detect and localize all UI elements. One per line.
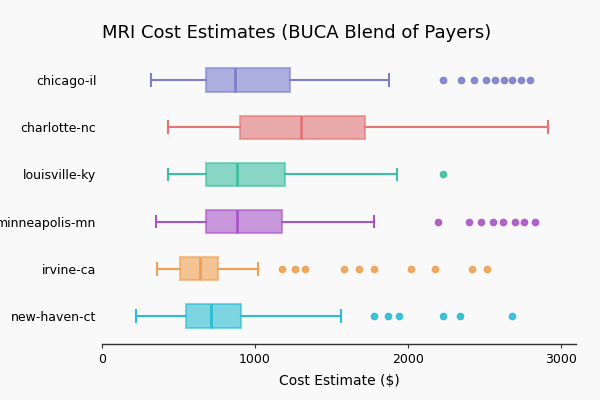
- PathPatch shape: [180, 257, 218, 280]
- PathPatch shape: [186, 304, 241, 328]
- PathPatch shape: [239, 116, 365, 139]
- PathPatch shape: [206, 68, 290, 92]
- PathPatch shape: [206, 163, 286, 186]
- X-axis label: Cost Estimate ($): Cost Estimate ($): [278, 374, 400, 388]
- Text: MRI Cost Estimates (BUCA Blend of Payers): MRI Cost Estimates (BUCA Blend of Payers…: [102, 24, 491, 42]
- PathPatch shape: [206, 210, 283, 233]
